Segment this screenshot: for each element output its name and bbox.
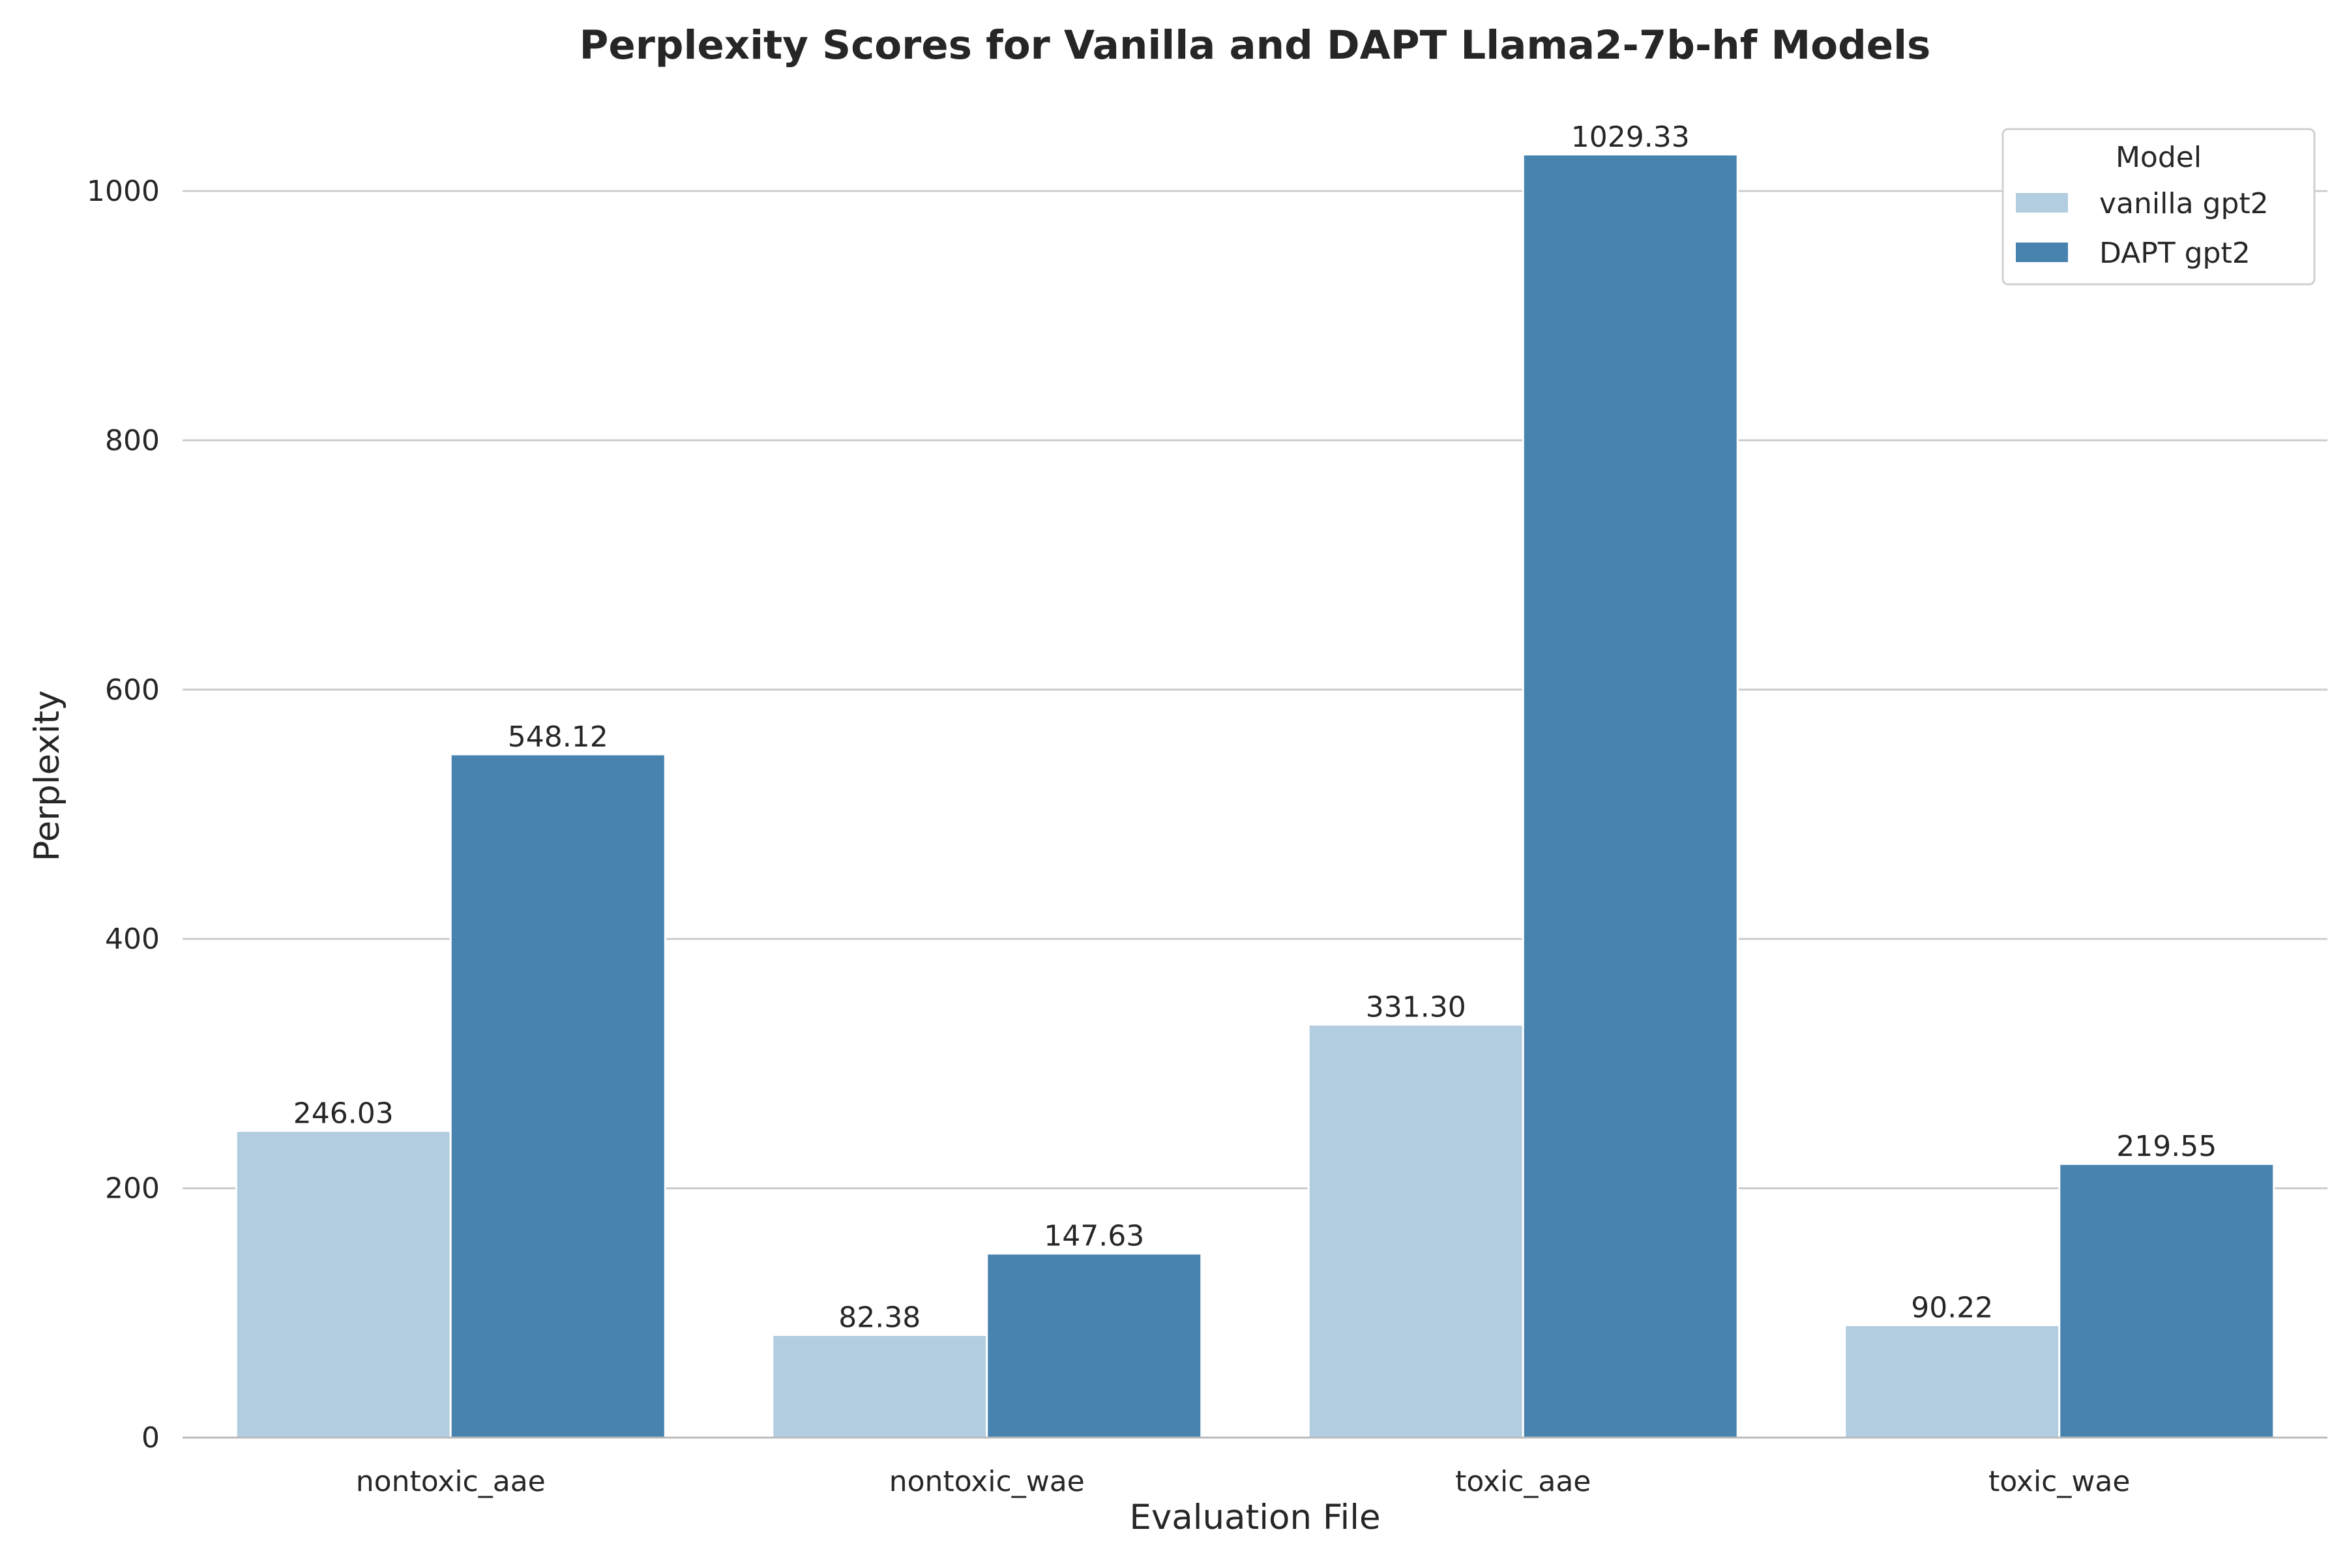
y-tick-label: 0 — [141, 1421, 160, 1455]
y-tick-label: 800 — [105, 424, 160, 457]
legend-label-vanilla: vanilla gpt2 — [2099, 187, 2269, 220]
bar — [2058, 1162, 2275, 1439]
bar — [449, 753, 666, 1439]
legend-frame — [2001, 128, 2316, 286]
x-tick-label: nontoxic_aae — [356, 1465, 546, 1498]
chart-title: Perplexity Scores for Vanilla and DAPT L… — [580, 22, 1931, 68]
bar — [1522, 153, 1739, 1439]
legend-title: Model — [2116, 141, 2202, 174]
x-axis-label: Evaluation File — [1129, 1498, 1380, 1537]
bar-value-labels: 246.03 548.12 82.38 147.63 331.30 1029.33 90.2… — [293, 121, 2217, 1335]
bar-value-label: 548.12 — [508, 720, 608, 754]
bar — [235, 1130, 452, 1439]
bar-value-label: 90.22 — [1911, 1291, 1993, 1324]
x-tick-label: toxic_aae — [1455, 1465, 1591, 1498]
bar — [1307, 1024, 1524, 1439]
legend-label-dapt: DAPT gpt2 — [2099, 237, 2251, 270]
bar-value-label: 147.63 — [1044, 1220, 1144, 1253]
bar — [1844, 1324, 2061, 1439]
y-tick-label: 600 — [105, 673, 160, 707]
bar-value-label: 331.30 — [1366, 991, 1466, 1024]
x-tick-label: nontoxic_wae — [889, 1465, 1085, 1498]
legend-swatch-vanilla — [2016, 193, 2068, 213]
bar — [986, 1252, 1203, 1439]
bar-value-label: 82.38 — [838, 1301, 921, 1334]
y-tick-label: 1000 — [87, 175, 160, 208]
y-axis-label: Perplexity — [27, 690, 67, 862]
bar-value-label: 246.03 — [293, 1097, 394, 1131]
legend: Model vanilla gpt2 DAPT gpt2 — [2001, 128, 2316, 286]
bar — [771, 1333, 988, 1439]
y-tick-label: 400 — [105, 923, 160, 956]
y-tick-label: 200 — [105, 1172, 160, 1206]
bars — [235, 153, 2275, 1439]
bar-value-label: 1029.33 — [1571, 121, 1690, 154]
axes: 0 200 400 600 800 1000 nontoxic_aae nontoxic_wa… — [87, 175, 2327, 1498]
x-tick-label: toxic_wae — [1988, 1465, 2130, 1498]
bar-value-label: 219.55 — [2116, 1130, 2217, 1163]
legend-swatch-dapt — [2016, 243, 2068, 262]
